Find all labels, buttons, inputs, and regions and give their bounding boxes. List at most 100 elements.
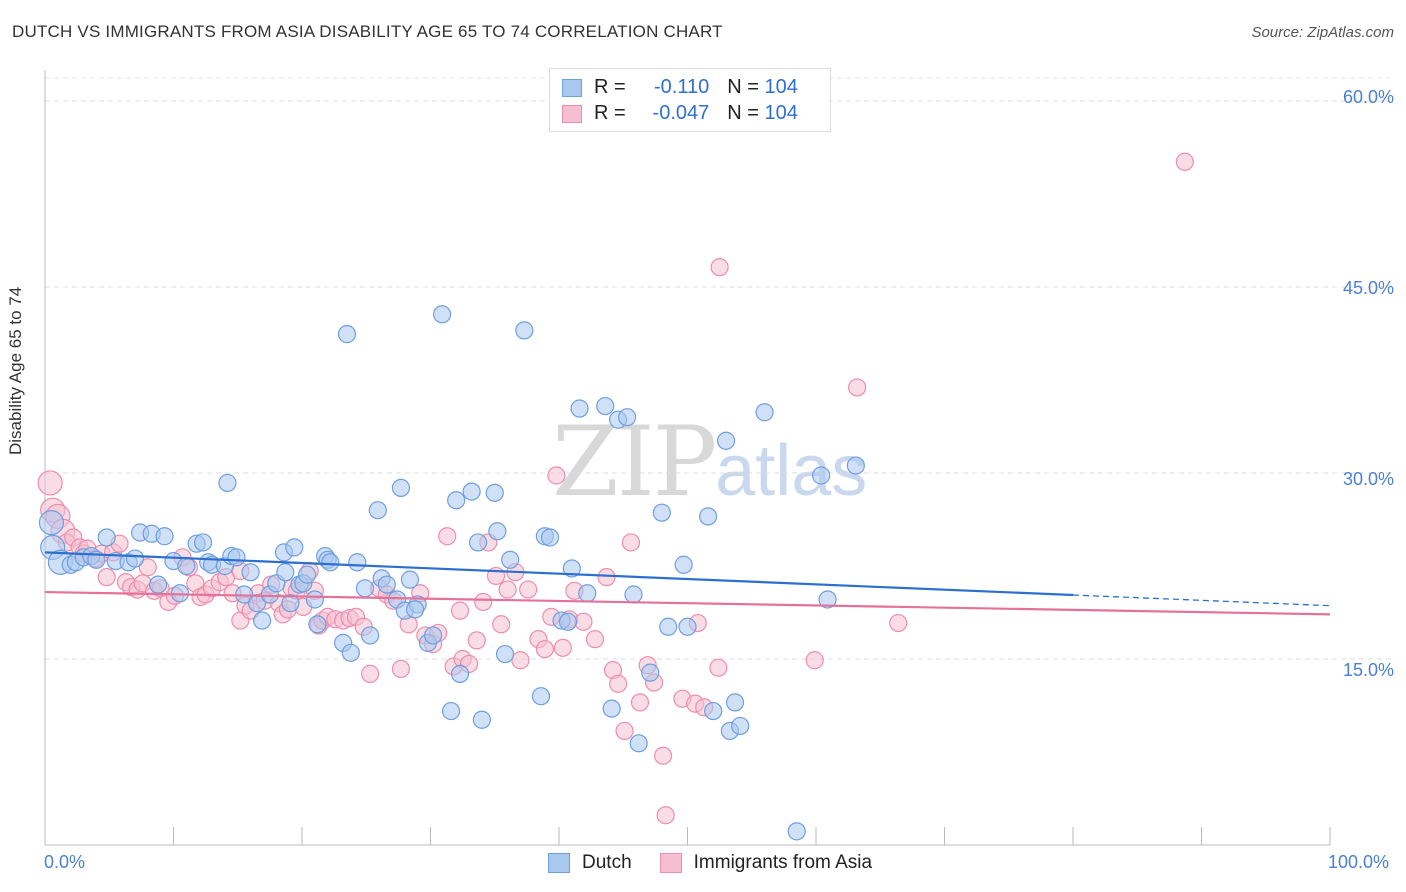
asia-point: [709, 658, 728, 677]
dutch-point: [285, 538, 304, 557]
asia-point: [656, 806, 675, 825]
y-axis-label: Disability Age 65 to 74: [6, 286, 25, 455]
asia-point: [585, 630, 605, 649]
dutch-point: [405, 600, 425, 619]
asia-point: [519, 580, 538, 599]
asia-point: [498, 580, 517, 599]
asia-point: [848, 378, 867, 397]
asia-point: [438, 527, 457, 546]
dutch-point: [177, 556, 196, 576]
dutch-point: [531, 687, 551, 706]
dutch-point: [276, 563, 295, 582]
dutch-point: [501, 550, 520, 569]
dutch-point: [698, 507, 718, 526]
dutch-point: [155, 527, 174, 546]
asia-legend-swatch: [659, 853, 682, 873]
legend-row-asia: R = -0.047 N = 104: [562, 102, 798, 125]
n-label: N =: [727, 102, 759, 124]
dutch-point: [125, 549, 145, 568]
dutch-point: [515, 321, 534, 340]
dutch-trend-extension: [1072, 594, 1331, 607]
asia-point: [710, 258, 729, 277]
dutch-point: [704, 701, 723, 721]
y-tick-label: 60.0%: [1342, 87, 1394, 107]
chart-title: DUTCH VS IMMIGRANTS FROM ASIA DISABILITY…: [12, 22, 723, 41]
dutch-point: [193, 533, 213, 552]
asia-n-value: 104: [764, 102, 798, 124]
dutch-point: [602, 699, 621, 718]
dutch-point: [308, 615, 327, 634]
dutch-point: [341, 643, 360, 662]
dutch-point: [472, 710, 491, 729]
correlation-legend: R = -0.110 N = 104 R = -0.047 N = 104: [549, 68, 831, 132]
asia-point: [805, 651, 824, 670]
y-tick-label: 45.0%: [1342, 278, 1394, 298]
dutch-point: [641, 663, 660, 682]
x-tick-label: 0.0%: [44, 852, 86, 872]
dutch-legend-label: Dutch: [582, 852, 632, 873]
dutch-point: [716, 431, 736, 450]
watermark-zip: ZIP: [552, 406, 717, 518]
dutch-point: [488, 522, 507, 541]
y-tick-label: 15.0%: [1342, 660, 1394, 680]
asia-point: [511, 651, 530, 670]
dutch-point: [377, 575, 396, 594]
asia-point: [615, 721, 634, 741]
dutch-trend-line: [44, 551, 1074, 597]
dutch-point: [618, 408, 637, 427]
dutch-point: [38, 509, 65, 536]
dutch-point: [241, 563, 260, 582]
asia-point: [450, 601, 470, 620]
dutch-point: [731, 716, 750, 736]
asia-point: [492, 615, 511, 634]
asia-legend-label: Immigrants from Asia: [693, 852, 873, 873]
asia-point: [574, 612, 593, 631]
dutch-legend-swatch: [548, 853, 570, 873]
asia-point: [138, 558, 157, 577]
dutch-point: [97, 528, 116, 547]
dutch-point: [629, 734, 648, 753]
dutch-point: [540, 528, 560, 547]
dutch-point: [348, 553, 367, 572]
asia-point: [535, 639, 554, 659]
legend-row-dutch: R = -0.110 N = 104: [562, 76, 798, 99]
asia-point: [37, 470, 63, 496]
asia-point: [889, 613, 908, 633]
dutch-point: [812, 466, 831, 485]
n-label: N =: [727, 76, 759, 98]
asia-point: [97, 568, 116, 587]
dutch-point: [578, 584, 597, 603]
asia-point: [391, 659, 411, 679]
dutch-point: [652, 503, 671, 522]
dutch-point: [447, 491, 466, 510]
x-tick-label: 100.0%: [1328, 852, 1390, 872]
dutch-point: [755, 403, 774, 422]
dutch-point: [218, 473, 237, 493]
dutch-point: [659, 617, 678, 636]
dutch-point: [321, 553, 340, 572]
dutch-point: [570, 399, 589, 418]
asia-point: [1175, 152, 1194, 171]
source-note: Source: ZipAtlas.com: [1251, 24, 1394, 41]
dutch-point: [298, 565, 317, 584]
dutch-point: [227, 548, 246, 567]
dutch-point: [468, 533, 488, 552]
asia-point: [553, 638, 572, 657]
asia-point: [547, 466, 566, 485]
dutch-point: [361, 626, 380, 645]
asia-point: [467, 631, 486, 650]
asia-point: [474, 592, 493, 612]
watermark-atlas: atlas: [715, 431, 868, 511]
watermark: ZIPatlas: [552, 406, 867, 518]
dutch-point: [495, 644, 515, 664]
asia-point: [597, 568, 616, 587]
dutch-point: [818, 590, 837, 609]
dutch-point: [674, 555, 693, 574]
dutch-point: [148, 575, 168, 594]
dutch-point: [596, 396, 615, 416]
dutch-point: [337, 325, 357, 344]
r-label: R =: [594, 102, 626, 124]
dutch-point: [558, 612, 578, 631]
asia-point: [653, 746, 673, 765]
